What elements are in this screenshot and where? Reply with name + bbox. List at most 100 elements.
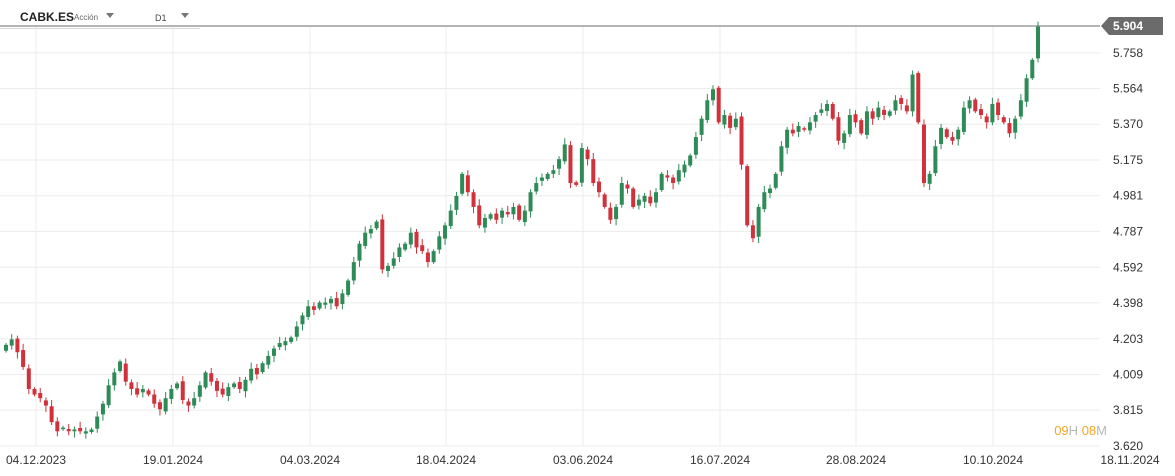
candle-body xyxy=(870,111,875,119)
candle-body xyxy=(807,122,812,131)
candle-body xyxy=(978,109,983,116)
candle-body xyxy=(608,207,613,220)
candle-body xyxy=(682,164,687,173)
candle-body xyxy=(699,118,704,135)
candle-body xyxy=(950,137,955,141)
candle-body xyxy=(813,115,818,122)
candle-body xyxy=(351,262,356,281)
candle-body xyxy=(853,114,858,123)
candle-body xyxy=(403,243,408,250)
candle-body xyxy=(939,127,944,145)
x-tick-label: 04.03.2024 xyxy=(280,453,340,467)
candle-body xyxy=(887,111,892,116)
candle-body xyxy=(733,118,738,128)
candle-body xyxy=(317,302,322,309)
candle-body xyxy=(614,206,619,220)
candle-body xyxy=(420,245,425,252)
candle-body xyxy=(175,383,180,389)
candle-body xyxy=(226,387,231,396)
chevron-down-icon[interactable] xyxy=(181,13,189,18)
candle-body xyxy=(534,183,539,192)
x-tick-label: 04.12.2023 xyxy=(6,453,66,467)
candle-body xyxy=(916,73,921,123)
candle-body xyxy=(386,265,391,271)
candle-body xyxy=(118,361,123,371)
candle-body xyxy=(893,100,898,111)
candle-countdown: 09H 08M xyxy=(1054,423,1107,438)
candle-body xyxy=(1024,78,1029,102)
candle-body xyxy=(254,368,259,375)
candle-body xyxy=(323,302,328,305)
candle-body xyxy=(214,380,219,391)
candle-body xyxy=(95,416,100,429)
candle-body xyxy=(425,252,430,263)
candle-body xyxy=(722,115,727,125)
y-tick-label: 4.981 xyxy=(1113,189,1143,203)
candle-body xyxy=(619,183,624,205)
x-tick-label: 10.10.2024 xyxy=(963,453,1023,467)
candle-body xyxy=(933,146,938,174)
candle-body xyxy=(562,144,567,162)
candle-body xyxy=(4,344,8,351)
candle-body xyxy=(648,196,653,204)
candle-body xyxy=(659,173,664,191)
candle-body xyxy=(266,355,271,365)
candle-body xyxy=(574,182,579,185)
candle-body xyxy=(72,429,77,432)
candle-body xyxy=(277,343,282,348)
candle-body xyxy=(78,427,83,432)
candle-body xyxy=(956,129,961,140)
candle-body xyxy=(1007,123,1012,134)
candle-body xyxy=(340,293,345,305)
y-tick-label: 4.398 xyxy=(1113,296,1143,310)
asset-type-label: Acción xyxy=(74,13,99,22)
candle-body xyxy=(448,210,453,227)
candle-body xyxy=(705,100,710,121)
y-tick-label: 4.009 xyxy=(1113,367,1143,381)
candle-body xyxy=(642,195,647,202)
candle-body xyxy=(1018,100,1023,117)
candle-body xyxy=(346,280,351,295)
candle-body xyxy=(842,133,847,143)
y-tick-label: 4.592 xyxy=(1113,260,1143,274)
candle-body xyxy=(511,206,516,215)
candle-body xyxy=(140,388,145,393)
symbol-selector[interactable]: CABK.ES xyxy=(20,10,75,24)
candle-body xyxy=(961,107,966,132)
candle-body xyxy=(32,388,37,395)
candle-body xyxy=(488,214,493,219)
candle-body xyxy=(83,431,88,434)
candle-body xyxy=(157,402,162,410)
y-tick-label: 5.564 xyxy=(1113,82,1143,96)
countdown-minutes-label: M xyxy=(1096,423,1107,438)
candle-body xyxy=(927,173,932,184)
candle-body xyxy=(864,111,869,135)
candle-body xyxy=(232,383,237,388)
candle-body xyxy=(653,192,658,203)
candle-body xyxy=(568,145,573,184)
candle-body xyxy=(551,170,556,174)
candle-body xyxy=(237,382,242,389)
candle-body xyxy=(825,103,830,111)
candle-body xyxy=(716,87,721,123)
countdown-minutes: 08 xyxy=(1081,423,1097,438)
candle-body xyxy=(374,221,379,229)
candle-body xyxy=(180,381,185,401)
candle-body xyxy=(477,205,482,226)
candle-body xyxy=(836,117,841,141)
candle-body xyxy=(112,372,117,386)
candle-body xyxy=(249,368,254,381)
candle-body xyxy=(135,388,140,395)
x-tick-label: 19.01.2024 xyxy=(143,453,203,467)
candle-body xyxy=(209,373,214,382)
chevron-down-icon[interactable] xyxy=(106,13,114,18)
candle-body xyxy=(357,243,362,261)
candle-body xyxy=(745,166,750,226)
candle-body xyxy=(785,129,790,148)
y-tick-label: 5.370 xyxy=(1113,117,1143,131)
timeframe-selector[interactable]: D1 xyxy=(155,13,167,23)
candle-body xyxy=(790,129,795,134)
candle-body xyxy=(750,225,755,239)
candle-body xyxy=(465,175,470,193)
